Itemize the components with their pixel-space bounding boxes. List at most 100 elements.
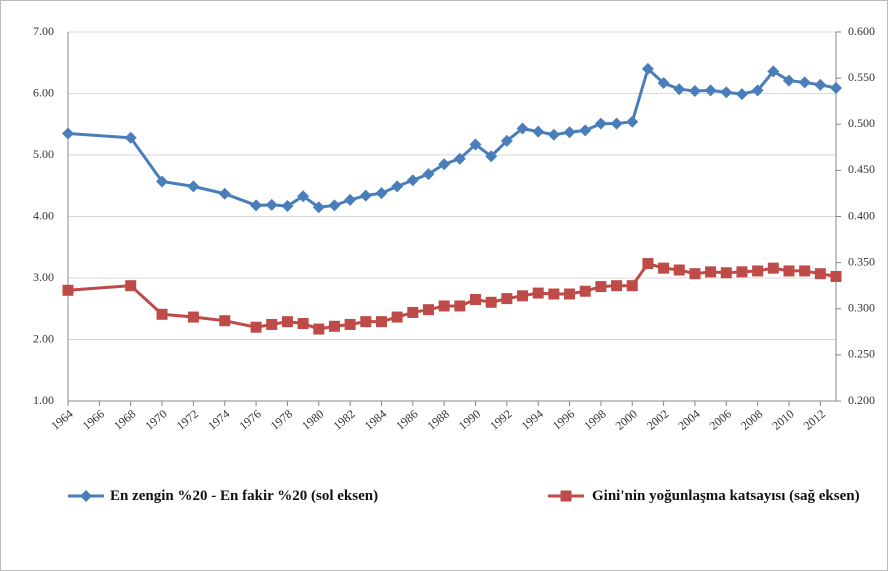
data-point — [187, 180, 200, 193]
data-point — [422, 304, 434, 316]
data-point — [579, 285, 591, 297]
data-point — [611, 280, 623, 292]
data-point — [454, 300, 466, 312]
y2-tick-label: 0.600 — [848, 24, 875, 38]
data-point — [407, 306, 419, 318]
data-point — [219, 315, 231, 327]
data-point — [830, 270, 842, 282]
data-point — [673, 83, 686, 96]
data-point — [344, 193, 357, 206]
y2-tick-label: 0.250 — [848, 347, 875, 361]
legend-marker — [80, 490, 92, 502]
y2-tick-label: 0.400 — [848, 208, 875, 222]
y-tick-label: 3.00 — [33, 270, 54, 284]
data-point — [547, 128, 560, 141]
data-point — [250, 199, 263, 212]
data-point — [250, 321, 262, 333]
data-point — [658, 262, 670, 274]
data-point — [736, 266, 748, 278]
data-point — [469, 138, 482, 151]
data-point — [814, 268, 826, 280]
data-point — [516, 122, 529, 135]
data-point — [752, 265, 764, 277]
data-point — [814, 78, 827, 91]
data-point — [563, 126, 576, 139]
y2-tick-label: 0.200 — [848, 393, 875, 407]
data-point — [688, 85, 701, 98]
data-point — [735, 88, 748, 101]
data-point — [783, 265, 795, 277]
data-point — [156, 175, 169, 188]
data-point — [375, 316, 387, 328]
data-point — [799, 265, 811, 277]
y2-tick-label: 0.500 — [848, 116, 875, 130]
y2-tick-label: 0.550 — [848, 70, 875, 84]
y2-tick-label: 0.450 — [848, 162, 875, 176]
data-point — [328, 320, 340, 332]
data-point — [767, 262, 779, 274]
y2-tick-label: 0.300 — [848, 301, 875, 315]
data-point — [657, 77, 670, 90]
legend-marker — [560, 490, 572, 502]
data-point — [360, 316, 372, 328]
data-point — [391, 311, 403, 323]
data-point — [313, 323, 325, 335]
data-point — [266, 318, 278, 330]
data-point — [297, 190, 310, 203]
data-point — [610, 117, 623, 130]
y-tick-label: 4.00 — [33, 208, 54, 222]
data-point — [438, 300, 450, 312]
data-point — [422, 168, 435, 181]
data-point — [704, 84, 717, 97]
data-point — [705, 266, 717, 278]
data-point — [281, 316, 293, 328]
data-point — [344, 318, 356, 330]
data-point — [641, 62, 654, 75]
y-tick-label: 5.00 — [33, 147, 54, 161]
data-point — [595, 281, 607, 293]
data-point — [532, 125, 545, 138]
data-point — [517, 290, 529, 302]
data-point — [156, 308, 168, 320]
data-point — [626, 280, 638, 292]
data-point — [375, 187, 388, 200]
data-point — [62, 284, 74, 296]
data-point — [782, 74, 795, 87]
data-point — [564, 288, 576, 300]
data-point — [626, 115, 639, 128]
data-point — [548, 288, 560, 300]
y-tick-label: 6.00 — [33, 85, 54, 99]
data-point — [359, 189, 372, 202]
data-point — [125, 280, 137, 292]
data-point — [720, 86, 733, 99]
data-point — [124, 131, 137, 144]
data-point — [438, 158, 451, 171]
data-point — [642, 258, 654, 270]
data-point — [470, 294, 482, 306]
y-tick-label: 2.00 — [33, 331, 54, 345]
data-point — [391, 180, 404, 193]
data-point — [187, 311, 199, 323]
data-point — [798, 76, 811, 89]
y2-tick-label: 0.350 — [848, 254, 875, 268]
data-point — [485, 150, 498, 163]
data-point — [720, 267, 732, 279]
y-tick-label: 7.00 — [33, 24, 54, 38]
data-point — [453, 152, 466, 165]
legend-label: Gini'nin yoğunlaşma katsayısı (sağ eksen… — [592, 488, 860, 504]
y-tick-label: 1.00 — [33, 393, 54, 407]
data-point — [312, 201, 325, 214]
data-point — [830, 81, 842, 94]
data-point — [594, 117, 607, 130]
data-point — [673, 264, 685, 276]
data-point — [406, 174, 419, 187]
data-point — [485, 296, 497, 308]
data-point — [500, 134, 513, 147]
data-point — [265, 198, 278, 211]
data-point — [751, 84, 764, 97]
data-point — [532, 287, 544, 299]
data-point — [328, 199, 341, 212]
data-point — [62, 127, 74, 140]
